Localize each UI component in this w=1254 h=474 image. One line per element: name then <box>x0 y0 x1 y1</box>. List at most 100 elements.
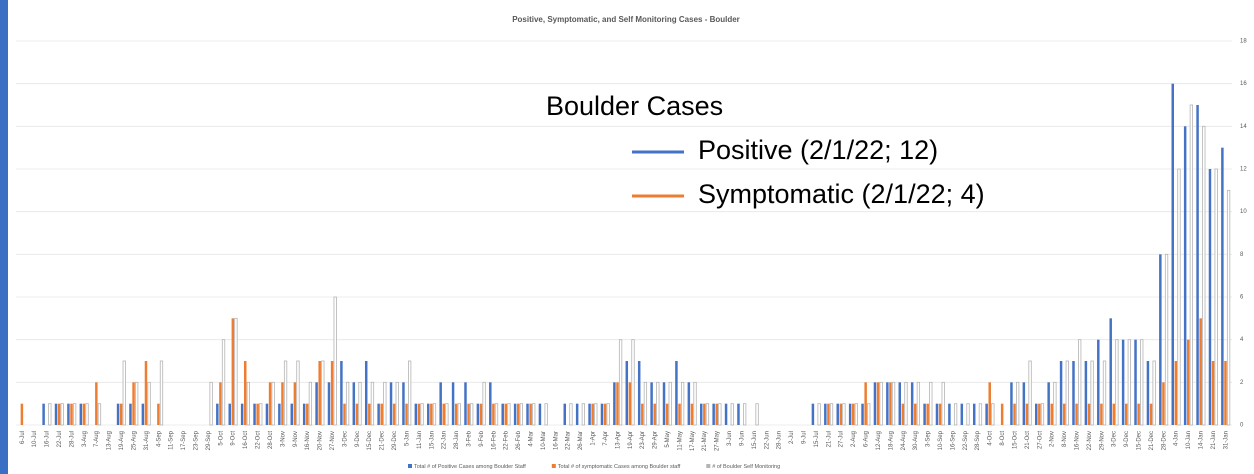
bar <box>1100 403 1103 425</box>
x-tick-label: 21-Jan <box>1211 431 1217 449</box>
bar <box>494 403 499 426</box>
bar <box>953 403 958 426</box>
x-tick-label: 23-Apr <box>640 431 646 449</box>
bar <box>852 403 855 425</box>
bar <box>451 382 455 425</box>
bar <box>960 403 964 425</box>
bar <box>67 403 70 425</box>
bar <box>1102 360 1107 426</box>
bar <box>352 382 356 425</box>
bar <box>355 403 359 425</box>
x-tick-label: 15-Oct <box>1012 431 1018 449</box>
bar <box>454 403 458 425</box>
bar <box>330 361 334 425</box>
bar <box>504 403 508 425</box>
legend-label: Total # of Positive Cases among Boulder … <box>414 464 526 470</box>
x-tick-label: 3-Sep <box>926 430 932 447</box>
x-tick-label: 24-Aug <box>901 431 907 450</box>
bar <box>923 403 926 425</box>
bar <box>1214 168 1218 426</box>
bar <box>1146 361 1150 425</box>
bar <box>228 403 231 425</box>
x-tick-label: 3-Aug <box>82 431 88 447</box>
bar <box>82 403 86 425</box>
bar <box>1016 381 1020 426</box>
x-tick-label: 15-Dec <box>1137 431 1143 450</box>
bar <box>901 403 905 425</box>
bar <box>1084 361 1088 425</box>
bar <box>1112 403 1116 425</box>
bar <box>116 403 120 425</box>
bar <box>811 403 815 425</box>
x-tick-label: 17-Sep <box>181 430 187 450</box>
annotation-title: Boulder Cases <box>546 91 723 121</box>
bar <box>290 403 294 425</box>
bar <box>144 361 148 425</box>
bar <box>926 403 929 425</box>
x-tick-label: 27-Nov <box>330 431 336 450</box>
x-tick-label: 28-Sep <box>975 430 981 450</box>
x-tick-label: 13-Aug <box>107 431 113 450</box>
bar <box>544 403 548 426</box>
bar <box>836 403 839 425</box>
bar <box>306 403 309 425</box>
bar <box>253 403 256 425</box>
x-tick-label: 7-Apr <box>603 431 609 446</box>
bar <box>891 381 896 426</box>
bar <box>690 403 694 425</box>
bar <box>1208 169 1212 425</box>
x-tick-label: 9-Dec <box>355 431 361 447</box>
bar <box>132 382 135 425</box>
bar <box>439 382 442 425</box>
x-tick-label: 14-Jan <box>1199 431 1205 449</box>
bar <box>1187 339 1190 425</box>
bar <box>340 361 343 425</box>
bar <box>343 403 346 425</box>
bar <box>42 403 45 425</box>
x-tick-label: 15-Jan <box>429 431 435 449</box>
x-tick-label: 22-Jun <box>764 431 770 449</box>
bar <box>408 360 412 426</box>
x-tick-label: 21-Dec <box>1149 431 1155 450</box>
x-tick-label: 11-Sep <box>169 430 175 450</box>
bar <box>1115 339 1119 426</box>
annotation-label: Symptomatic (2/1/22; 4) <box>698 179 985 209</box>
x-tick-label: 11-May <box>677 431 683 451</box>
y-tick-label: 8 <box>1240 252 1244 258</box>
bar <box>1183 126 1187 425</box>
bar <box>427 403 430 425</box>
annotation-label: Positive (2/1/22; 12) <box>698 135 938 165</box>
bar <box>678 403 681 425</box>
bar <box>743 403 747 426</box>
bar <box>1159 254 1162 425</box>
bar <box>829 403 834 426</box>
bar <box>1022 382 1026 425</box>
bar <box>308 381 313 426</box>
x-tick-label: 29-Sep <box>206 430 212 450</box>
y-tick-label: 4 <box>1240 337 1244 343</box>
chart-title: Positive, Symptomatic, and Self Monitori… <box>512 15 740 24</box>
x-tick-label: 15-Dec <box>367 431 373 450</box>
x-tick-label: 16-Nov <box>1074 431 1080 450</box>
bar <box>1050 403 1054 425</box>
bar <box>904 381 908 426</box>
bar <box>333 296 337 426</box>
bar <box>1010 382 1013 425</box>
bar <box>1177 168 1181 426</box>
x-tick-label: 17-May <box>690 431 696 451</box>
x-tick-label: 4-Sep <box>156 430 162 447</box>
x-tick-label: 10-Jan <box>1186 431 1192 449</box>
bar <box>643 381 648 426</box>
bar <box>157 403 160 425</box>
bar <box>569 403 573 426</box>
bar <box>358 381 362 426</box>
bar <box>854 403 858 426</box>
bar <box>60 403 64 426</box>
bar <box>122 360 126 426</box>
x-tick-label: 31-Jan <box>1223 431 1229 449</box>
x-tick-label: 5-Jan <box>404 431 410 446</box>
bar <box>1164 253 1169 426</box>
bar <box>991 403 995 426</box>
bar <box>637 361 641 425</box>
bar <box>680 381 685 426</box>
